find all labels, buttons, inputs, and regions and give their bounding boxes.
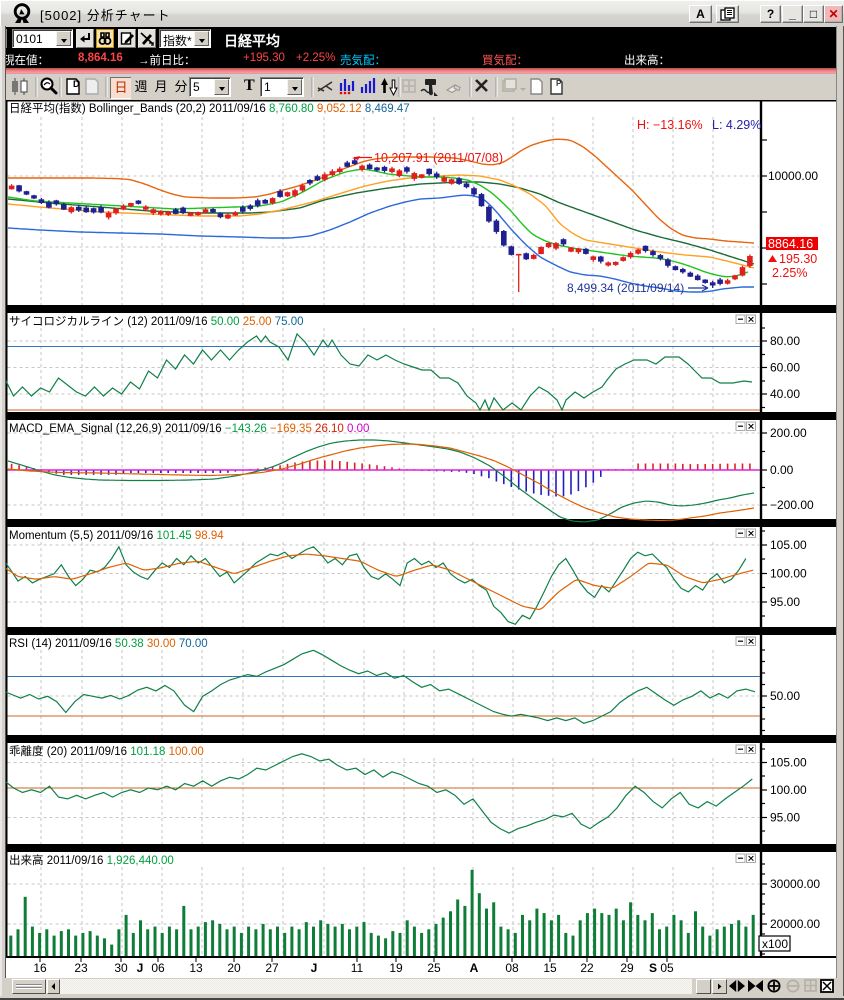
svg-text:95.00: 95.00 — [770, 811, 800, 825]
svg-text:80.00: 80.00 — [770, 334, 800, 348]
svg-text:60.00: 60.00 — [770, 361, 800, 375]
svg-text:30: 30 — [114, 961, 128, 975]
svg-text:2.25%: 2.25% — [772, 266, 807, 280]
svg-text:105.00: 105.00 — [770, 538, 807, 552]
svg-text:195.30: 195.30 — [779, 252, 817, 266]
svg-text:29: 29 — [620, 961, 634, 975]
svg-text:13: 13 — [189, 961, 203, 975]
svg-text:x100: x100 — [762, 937, 788, 951]
svg-text:95.00: 95.00 — [770, 595, 800, 609]
svg-text:J: J — [311, 961, 318, 975]
svg-text:11: 11 — [351, 961, 364, 975]
svg-text:サイコロジカルライン (12) 2011/09/16 50.: サイコロジカルライン (12) 2011/09/16 50.00 25.00 7… — [9, 315, 304, 328]
svg-text:20000.00: 20000.00 — [770, 917, 820, 931]
svg-text:23: 23 — [74, 961, 88, 975]
svg-text:−200.00: −200.00 — [770, 498, 814, 512]
svg-text:40.00: 40.00 — [770, 387, 800, 401]
svg-text:乖離度 (20) 2011/09/16 101.18 100: 乖離度 (20) 2011/09/16 101.18 100.00 — [9, 744, 204, 758]
svg-text:RSI (14) 2011/09/16 50.38 30.0: RSI (14) 2011/09/16 50.38 30.00 70.00 — [9, 638, 208, 650]
svg-text:MACD_EMA_Signal (12,26,9) 2011: MACD_EMA_Signal (12,26,9) 2011/09/16 −14… — [9, 423, 369, 435]
svg-text:08: 08 — [505, 961, 519, 975]
svg-text:50.00: 50.00 — [770, 689, 800, 703]
svg-text:200.00: 200.00 — [770, 426, 807, 440]
svg-text:0.00: 0.00 — [770, 463, 794, 477]
svg-text:100.00: 100.00 — [770, 783, 807, 797]
svg-text:19: 19 — [389, 961, 403, 975]
svg-text:30000.00: 30000.00 — [770, 877, 820, 891]
svg-text:100.00: 100.00 — [770, 567, 807, 581]
svg-text:J: J — [137, 961, 144, 975]
svg-text:H: −13.16%: H: −13.16% — [637, 118, 703, 132]
svg-text:8,499.34 (2011/09/14): 8,499.34 (2011/09/14) — [567, 281, 684, 295]
svg-text:15: 15 — [543, 961, 557, 975]
svg-text:22: 22 — [580, 961, 594, 975]
svg-text:出来高 2011/09/16 1,926,440.00: 出来高 2011/09/16 1,926,440.00 — [9, 853, 174, 867]
svg-text:日経平均(指数) Bollinger_Bands (20,2: 日経平均(指数) Bollinger_Bands (20,2) 2011/09/… — [9, 101, 410, 115]
svg-text:A: A — [470, 961, 479, 975]
svg-text:05: 05 — [660, 961, 674, 975]
svg-text:105.00: 105.00 — [770, 756, 807, 770]
svg-text:L: 4.29%: L: 4.29% — [712, 118, 761, 132]
svg-text:16: 16 — [33, 961, 47, 975]
svg-text:10,207.91 (2011/07/08): 10,207.91 (2011/07/08) — [374, 151, 503, 165]
svg-text:P: P — [556, 79, 562, 88]
svg-text:10000.00: 10000.00 — [768, 169, 818, 183]
svg-text:8864.16: 8864.16 — [768, 237, 813, 251]
svg-text:S: S — [649, 961, 657, 975]
svg-text:27: 27 — [265, 961, 279, 975]
svg-text:25: 25 — [427, 961, 441, 975]
svg-text:D: D — [73, 79, 80, 89]
svg-text:20: 20 — [227, 961, 241, 975]
svg-text:06: 06 — [151, 961, 165, 975]
svg-text:Momentum (5,5) 2011/09/16 101.: Momentum (5,5) 2011/09/16 101.45 98.94 — [9, 530, 224, 542]
